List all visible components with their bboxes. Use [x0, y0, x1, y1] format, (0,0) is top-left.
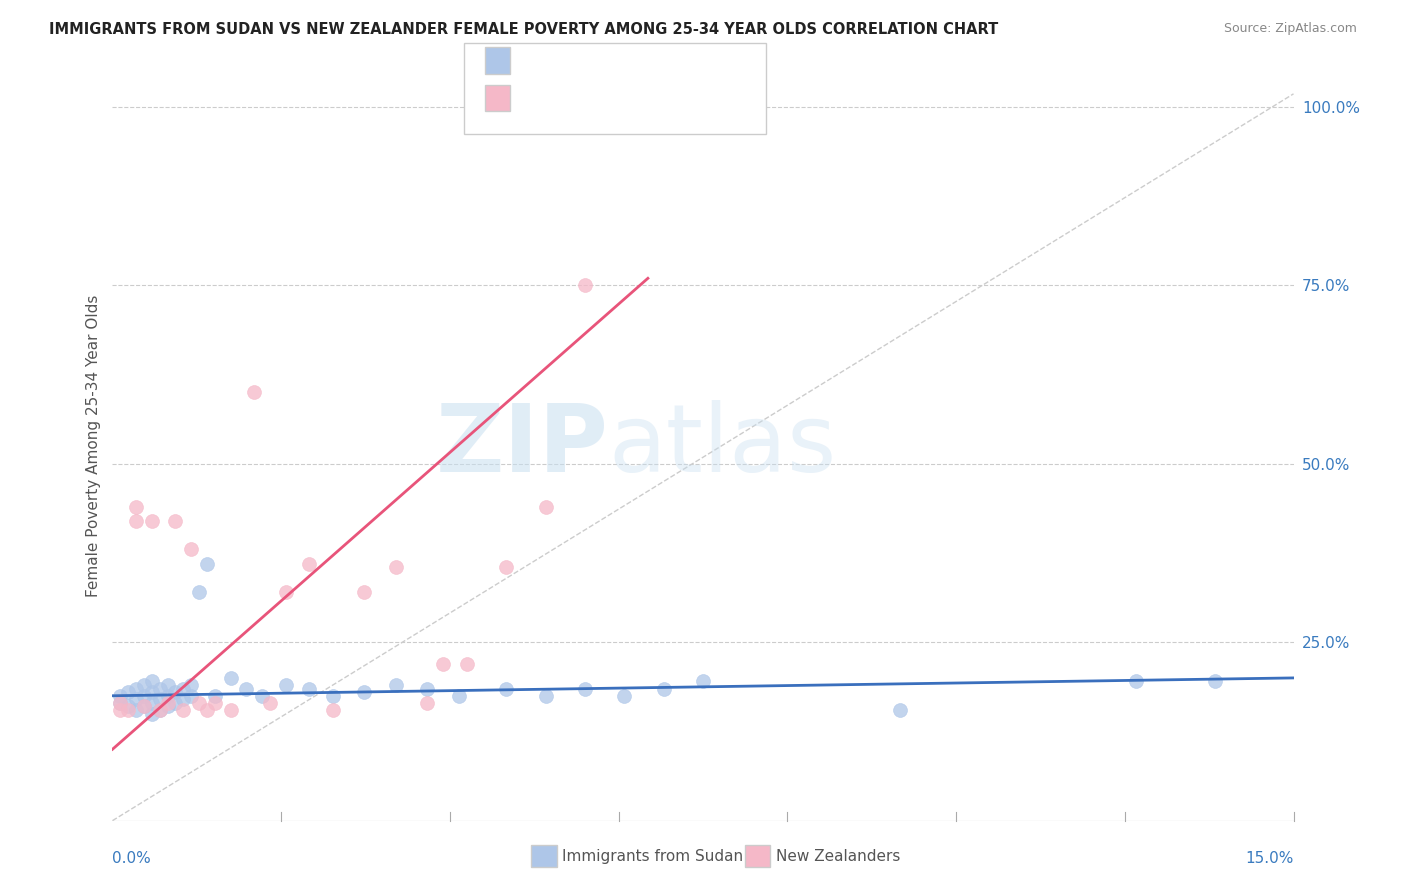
Point [110, 696, 132, 710]
Point [141, 685, 163, 699]
Text: R = 0.680   N = 29: R = 0.680 N = 29 [522, 90, 678, 105]
Point [110, 696, 132, 710]
Point [495, 681, 517, 696]
Point [141, 706, 163, 721]
Point [219, 671, 242, 685]
Point [165, 696, 187, 710]
Point [125, 681, 148, 696]
Point [235, 681, 257, 696]
Point [180, 689, 202, 703]
Point [274, 585, 297, 599]
Point [353, 685, 375, 699]
Point [125, 703, 148, 717]
Point [172, 681, 194, 696]
Point [416, 681, 439, 696]
Point [219, 703, 242, 717]
Point [259, 696, 281, 710]
Point [132, 699, 155, 714]
Point [322, 689, 344, 703]
Point [534, 500, 557, 514]
Point [385, 678, 408, 692]
Point [125, 514, 148, 528]
Point [125, 500, 148, 514]
Point [172, 703, 194, 717]
Point [1125, 674, 1147, 689]
Point [298, 557, 321, 571]
Point [132, 699, 155, 714]
Point [353, 585, 375, 599]
Point [274, 678, 297, 692]
Point [141, 674, 163, 689]
Point [149, 681, 172, 696]
Point [110, 703, 132, 717]
Point [172, 692, 194, 706]
Point [322, 703, 344, 717]
Point [652, 681, 675, 696]
Point [574, 278, 596, 293]
Point [125, 692, 148, 706]
Point [149, 692, 172, 706]
Text: IMMIGRANTS FROM SUDAN VS NEW ZEALANDER FEMALE POVERTY AMONG 25-34 YEAR OLDS CORR: IMMIGRANTS FROM SUDAN VS NEW ZEALANDER F… [49, 22, 998, 37]
Point [416, 696, 439, 710]
Point [432, 657, 454, 671]
Point [692, 674, 714, 689]
Point [574, 681, 596, 696]
Point [243, 385, 266, 400]
Point [250, 689, 273, 703]
Point [613, 689, 636, 703]
Text: atlas: atlas [609, 400, 837, 492]
Text: Source: ZipAtlas.com: Source: ZipAtlas.com [1223, 22, 1357, 36]
Point [1204, 674, 1226, 689]
Point [156, 678, 179, 692]
Point [132, 678, 155, 692]
Point [117, 699, 139, 714]
Point [149, 703, 172, 717]
Y-axis label: Female Poverty Among 25-34 Year Olds: Female Poverty Among 25-34 Year Olds [86, 295, 101, 597]
Point [195, 557, 218, 571]
Point [141, 696, 163, 710]
Point [495, 560, 517, 574]
Point [180, 542, 202, 557]
Point [534, 689, 557, 703]
Point [156, 696, 179, 710]
Point [447, 689, 470, 703]
Point [117, 685, 139, 699]
Text: ZIP: ZIP [436, 400, 609, 492]
Point [889, 703, 911, 717]
Point [188, 585, 211, 599]
Point [165, 685, 187, 699]
Text: R = 0.062   N = 48: R = 0.062 N = 48 [522, 53, 678, 68]
Point [456, 657, 478, 671]
Text: 0.0%: 0.0% [112, 851, 152, 865]
Point [298, 681, 321, 696]
Point [188, 696, 211, 710]
Text: Immigrants from Sudan: Immigrants from Sudan [562, 849, 744, 863]
Point [385, 560, 408, 574]
Point [204, 689, 226, 703]
Point [149, 703, 172, 717]
Point [110, 689, 132, 703]
Point [156, 689, 179, 703]
Point [117, 703, 139, 717]
Point [132, 689, 155, 703]
Point [180, 678, 202, 692]
Point [204, 696, 226, 710]
Text: New Zealanders: New Zealanders [776, 849, 900, 863]
Text: 15.0%: 15.0% [1246, 851, 1294, 865]
Point [141, 514, 163, 528]
Point [156, 699, 179, 714]
Point [165, 514, 187, 528]
Point [195, 703, 218, 717]
